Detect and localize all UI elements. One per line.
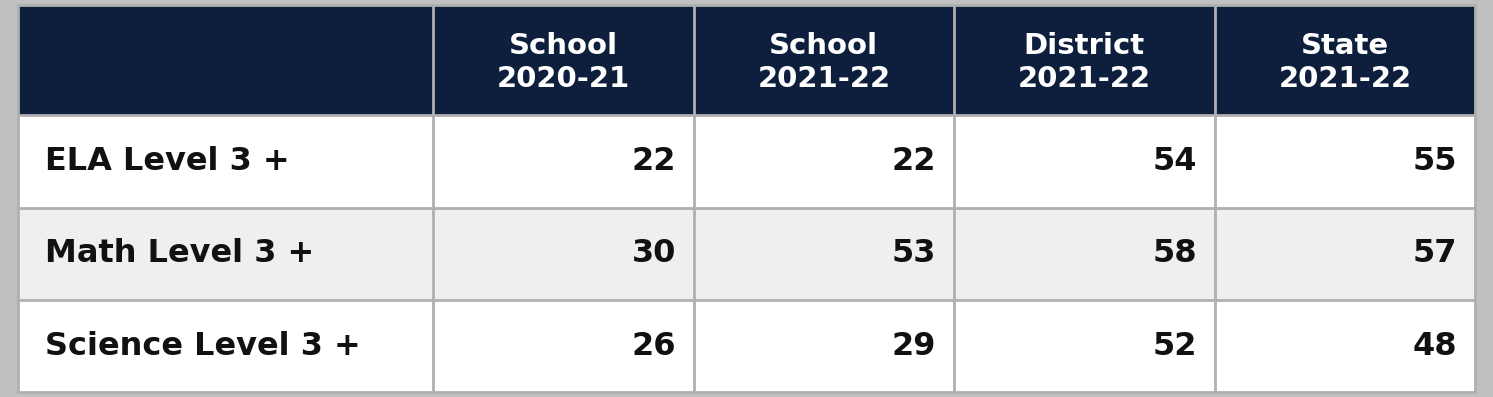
Bar: [433, 5, 694, 115]
Bar: [18, 115, 433, 208]
Text: Math Level 3 +: Math Level 3 +: [45, 238, 314, 269]
Text: 52: 52: [1153, 331, 1197, 362]
Bar: [954, 5, 1215, 115]
Bar: [694, 5, 954, 115]
Text: 29: 29: [891, 331, 936, 362]
Bar: [954, 300, 1215, 392]
Text: 54: 54: [1153, 146, 1197, 177]
Text: School: School: [769, 32, 878, 60]
Text: Science Level 3 +: Science Level 3 +: [45, 331, 360, 362]
Text: ELA Level 3 +: ELA Level 3 +: [45, 146, 290, 177]
Bar: [433, 115, 694, 208]
Text: State: State: [1300, 32, 1388, 60]
Text: 58: 58: [1153, 238, 1197, 269]
Text: 22: 22: [891, 146, 936, 177]
Text: 53: 53: [891, 238, 936, 269]
Text: District: District: [1024, 32, 1145, 60]
Text: 30: 30: [632, 238, 676, 269]
Bar: [954, 208, 1215, 300]
Bar: [18, 300, 433, 392]
Text: 26: 26: [632, 331, 676, 362]
Bar: [18, 5, 433, 115]
Bar: [694, 115, 954, 208]
Bar: [433, 300, 694, 392]
Bar: [433, 208, 694, 300]
Text: 55: 55: [1412, 146, 1457, 177]
Bar: [1215, 5, 1475, 115]
Bar: [18, 208, 433, 300]
Bar: [954, 115, 1215, 208]
Text: 57: 57: [1412, 238, 1457, 269]
Text: 2021-22: 2021-22: [1018, 65, 1151, 93]
Text: 22: 22: [632, 146, 676, 177]
Text: 2021-22: 2021-22: [757, 65, 890, 93]
Text: 48: 48: [1412, 331, 1457, 362]
Bar: [694, 300, 954, 392]
Bar: [1215, 115, 1475, 208]
Bar: [694, 208, 954, 300]
Text: 2021-22: 2021-22: [1278, 65, 1411, 93]
Text: 2020-21: 2020-21: [497, 65, 630, 93]
Bar: [1215, 208, 1475, 300]
Text: School: School: [509, 32, 618, 60]
Bar: [1215, 300, 1475, 392]
